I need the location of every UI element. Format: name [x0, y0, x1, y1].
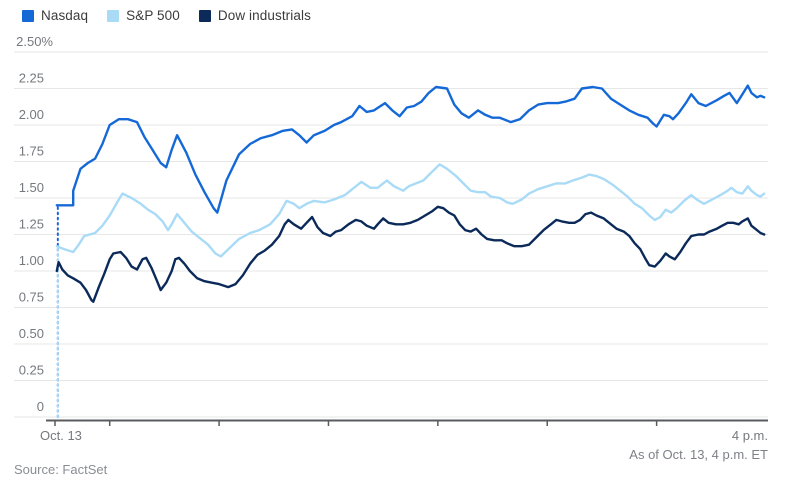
series-line-nasdaq: [55, 84, 766, 214]
y-axis-tick-label: 2.50%: [16, 34, 53, 49]
y-axis-tick-label: 1.00: [19, 253, 44, 268]
x-axis-label-open: Oct. 13: [40, 428, 82, 443]
series-line-s-p-500: [55, 163, 766, 258]
y-axis-tick-label: 1.75: [19, 144, 44, 159]
nasdaq-swatch-icon: [22, 9, 34, 22]
y-axis-tick-label: 1.25: [19, 217, 44, 232]
y-axis-tick-label: 0.50: [19, 326, 44, 341]
legend-item-sp500: S&P 500: [107, 8, 180, 23]
y-axis-tick-label: 1.50: [19, 180, 44, 195]
legend-label-nasdaq: Nasdaq: [41, 8, 89, 23]
dow-swatch-icon: [198, 9, 211, 22]
legend-label-dow: Dow industrials: [217, 8, 311, 23]
x-axis-label-close: 4 p.m.: [732, 428, 768, 443]
series-line-dow-industrials: [55, 205, 766, 303]
legend-item-dow: Dow industrials: [198, 8, 311, 23]
y-axis-tick-label: 2.00: [19, 107, 44, 122]
y-axis-tick-label: 0.75: [19, 290, 44, 305]
legend-item-nasdaq: Nasdaq: [22, 8, 88, 23]
chart-legend: Nasdaq S&P 500 Dow industrials: [22, 8, 311, 23]
source-note: Source: FactSet: [14, 462, 108, 477]
sp500-swatch-icon: [107, 9, 120, 22]
y-axis-tick-label: 0.25: [19, 363, 44, 378]
y-axis-tick-label: 2.25: [19, 71, 44, 86]
as-of-note: As of Oct. 13, 4 p.m. ET: [629, 447, 768, 462]
y-axis-tick-label: 0: [37, 399, 44, 414]
legend-label-sp500: S&P 500: [126, 8, 180, 23]
